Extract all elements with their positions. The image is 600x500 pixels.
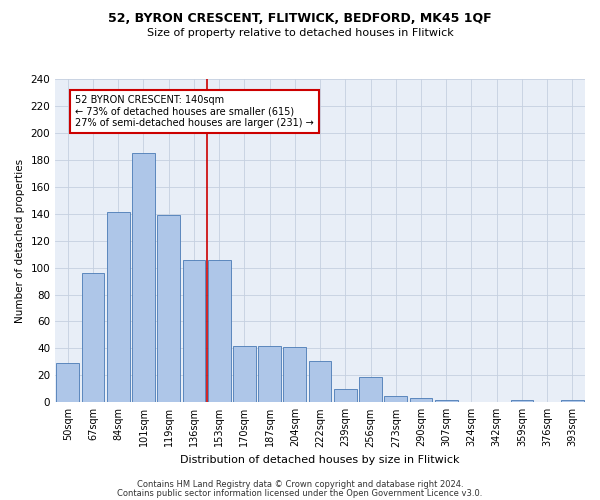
Bar [334, 389, 356, 402]
Bar [511, 400, 533, 402]
Bar [283, 347, 306, 403]
Bar [233, 346, 256, 403]
Bar [410, 398, 433, 402]
Bar [435, 400, 458, 402]
Text: 52, BYRON CRESCENT, FLITWICK, BEDFORD, MK45 1QF: 52, BYRON CRESCENT, FLITWICK, BEDFORD, M… [108, 12, 492, 26]
Text: Size of property relative to detached houses in Flitwick: Size of property relative to detached ho… [146, 28, 454, 38]
Bar [561, 400, 584, 402]
Bar [132, 153, 155, 402]
Bar [385, 396, 407, 402]
Bar [182, 260, 205, 402]
Bar [82, 273, 104, 402]
Bar [208, 260, 230, 402]
Bar [309, 360, 331, 403]
Text: 52 BYRON CRESCENT: 140sqm
← 73% of detached houses are smaller (615)
27% of semi: 52 BYRON CRESCENT: 140sqm ← 73% of detac… [76, 95, 314, 128]
Bar [157, 215, 180, 402]
X-axis label: Distribution of detached houses by size in Flitwick: Distribution of detached houses by size … [181, 455, 460, 465]
Bar [258, 346, 281, 403]
Text: Contains public sector information licensed under the Open Government Licence v3: Contains public sector information licen… [118, 488, 482, 498]
Text: Contains HM Land Registry data © Crown copyright and database right 2024.: Contains HM Land Registry data © Crown c… [137, 480, 463, 489]
Y-axis label: Number of detached properties: Number of detached properties [15, 158, 25, 322]
Bar [107, 212, 130, 402]
Bar [56, 363, 79, 403]
Bar [359, 376, 382, 402]
